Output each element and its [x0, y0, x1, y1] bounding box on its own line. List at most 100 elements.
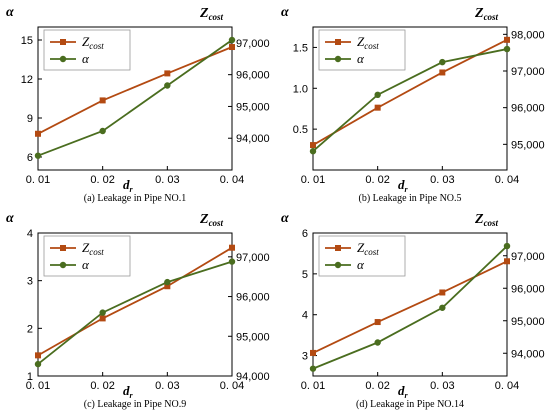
chart-panel-d: 0. 01 0. 02 0. 03 0. 04 3 4 5 6 94,000 95,000 96,0…: [275, 206, 550, 412]
legend-label: Zcost: [82, 34, 104, 51]
data-point: [99, 97, 106, 104]
data-point: [35, 130, 41, 137]
right-tick-label: 97,000: [236, 252, 270, 264]
data-point: [374, 91, 381, 99]
x-tick-label: 0. 01: [301, 380, 325, 392]
right-tick-label: 94,000: [511, 348, 545, 360]
legend-marker: [335, 245, 341, 251]
legend-box: [43, 29, 131, 71]
right-tick-label: 94,000: [236, 133, 270, 145]
data-point: [229, 244, 235, 251]
left-axis-title: α: [6, 211, 14, 226]
data-point: [309, 365, 317, 372]
data-point: [439, 58, 446, 66]
legend-marker: [334, 261, 342, 269]
chart-panel-b: 0. 01 0. 02 0. 03 0. 04 0.5 1.0 1.5 95,000 96,00…: [275, 0, 550, 206]
x-tick-label: 0. 03: [430, 174, 454, 186]
x-tick-label: 0. 01: [26, 380, 50, 392]
chart-caption: (c) Leakage in Pipe NO.9: [84, 399, 186, 410]
legend-marker: [60, 245, 66, 251]
left-axis-title: α: [281, 211, 289, 226]
data-point: [503, 45, 511, 53]
data-point: [99, 315, 106, 322]
plot-frame: [312, 26, 508, 171]
right-tick-label: 95,000: [236, 331, 270, 343]
data-point: [228, 258, 236, 265]
legend-marker: [59, 261, 67, 269]
legend-marker: [334, 55, 342, 63]
data-point: [504, 36, 510, 43]
legend-box: [318, 29, 406, 71]
left-axis-title: α: [281, 5, 289, 20]
data-point: [164, 283, 171, 290]
data-point: [34, 360, 42, 368]
data-point: [374, 104, 381, 111]
x-axis-title: dr: [398, 177, 409, 194]
left-tick-label: 3: [27, 276, 33, 288]
right-tick-label: 96,000: [236, 292, 270, 304]
chart-svg: 0. 01 0. 02 0. 03 0. 04 3 4 5 6 94,000 95,000 96,0…: [281, 211, 545, 410]
right-tick-label: 95,000: [511, 316, 545, 328]
legend-marker: [335, 39, 341, 45]
plot-frame: [37, 232, 233, 377]
x-tick-label: 0. 04: [220, 380, 244, 392]
chart-caption: (d) Leakage in Pipe NO.14: [356, 399, 464, 410]
left-tick-label: 15: [21, 35, 33, 47]
data-point: [228, 36, 236, 44]
legend-label: Zcost: [82, 240, 104, 257]
x-tick-label: 0. 02: [365, 380, 389, 392]
data-point: [309, 148, 317, 155]
legend-label: Zcost: [357, 240, 379, 257]
left-tick-label: 6: [27, 152, 33, 164]
right-tick-label: 97,000: [511, 251, 545, 263]
left-tick-label: 6: [302, 228, 308, 240]
series-line: [312, 245, 508, 370]
data-point: [374, 339, 381, 346]
data-point: [35, 352, 41, 359]
data-point: [164, 82, 171, 89]
right-tick-label: 95,000: [511, 139, 545, 151]
x-axis-title: dr: [123, 177, 134, 194]
x-tick-label: 0. 04: [495, 174, 519, 186]
right-axis-title: Zcost: [474, 212, 499, 228]
x-tick-label: 0. 02: [365, 174, 389, 186]
legend-label: α: [82, 51, 90, 66]
chart-caption: (a) Leakage in Pipe NO.1: [84, 193, 186, 204]
data-point: [310, 142, 316, 149]
left-tick-label: 12: [21, 74, 33, 86]
data-point: [164, 70, 171, 77]
x-axis-title: dr: [398, 383, 409, 400]
plot-frame: [37, 26, 233, 171]
chart-svg: 0. 01 0. 02 0. 03 0. 04 1 2 3 4 94,000 95,000 96,0…: [6, 211, 270, 410]
legend-label: α: [82, 257, 90, 272]
x-tick-label: 0. 02: [90, 174, 114, 186]
data-point: [229, 44, 235, 51]
data-point: [439, 69, 446, 76]
left-tick-label: 0.5: [293, 124, 308, 136]
x-tick-label: 0. 03: [155, 174, 179, 186]
x-tick-label: 0. 02: [90, 380, 114, 392]
left-tick-label: 1.0: [293, 83, 308, 95]
right-tick-label: 97,000: [236, 38, 270, 50]
x-tick-label: 0. 03: [155, 380, 179, 392]
legend-marker: [59, 55, 67, 63]
legend-label: α: [357, 257, 365, 272]
right-axis-title: Zcost: [474, 6, 499, 22]
x-tick-label: 0. 01: [301, 174, 325, 186]
left-tick-label: 4: [27, 228, 33, 240]
legend-box: [318, 235, 406, 277]
data-point: [504, 258, 510, 265]
data-point: [99, 309, 106, 316]
left-tick-label: 9: [27, 113, 33, 125]
right-tick-label: 98,000: [511, 29, 545, 41]
x-tick-label: 0. 01: [26, 174, 50, 186]
data-point: [439, 289, 446, 296]
left-tick-label: 3: [302, 351, 308, 363]
right-tick-label: 97,000: [511, 66, 545, 78]
x-tick-label: 0. 04: [495, 380, 519, 392]
left-tick-label: 4: [302, 310, 308, 322]
